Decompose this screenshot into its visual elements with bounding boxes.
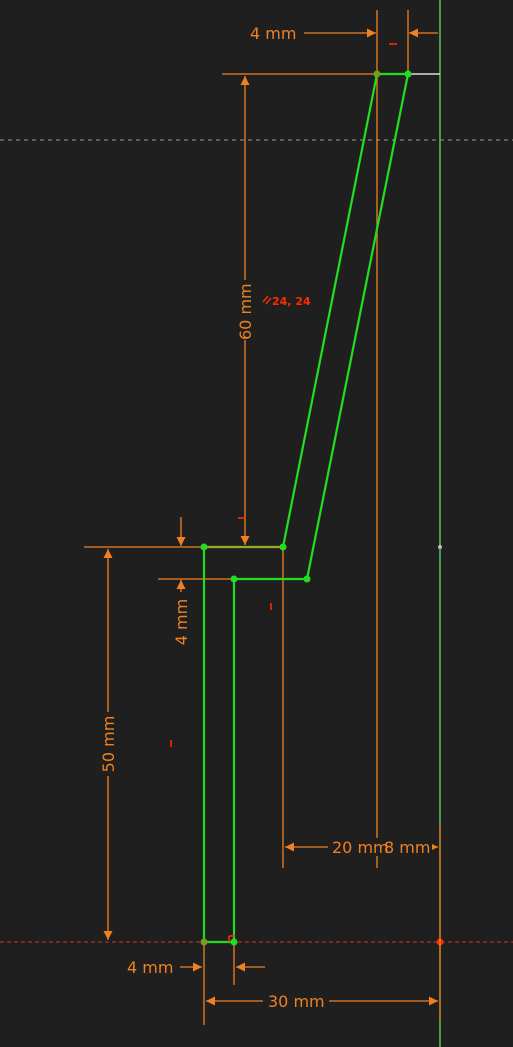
constraint-markers	[170, 43, 397, 942]
vertex[interactable]	[230, 575, 238, 583]
vertex[interactable]	[303, 575, 311, 583]
axis-point[interactable]	[438, 545, 442, 549]
sketch-vertices	[200, 70, 412, 946]
vertex[interactable]	[200, 938, 208, 946]
parallel-icon	[262, 295, 272, 305]
dim-offset-8-label[interactable]: 8 mm	[384, 838, 430, 857]
dim-bottom-width-label[interactable]: 4 mm	[127, 958, 173, 977]
outer-slant-edge[interactable]	[281, 73, 379, 548]
inner-slant-edge[interactable]	[305, 73, 410, 580]
vertex[interactable]	[373, 70, 381, 78]
dim-top-width-label[interactable]: 4 mm	[250, 24, 296, 43]
vertex[interactable]	[404, 70, 412, 78]
parallel-constraint[interactable]: 24, 24	[262, 295, 311, 308]
dim-offset-20-label[interactable]: 20 mm	[332, 838, 389, 857]
extension-lines	[84, 10, 441, 1025]
dim-step-thickness-label[interactable]: 4 mm	[172, 599, 191, 645]
dim-lower-height-label[interactable]: 50 mm	[99, 716, 118, 773]
parallel-constraint-label: 24, 24	[272, 295, 311, 308]
dim-upper-height-label[interactable]: 60 mm	[236, 283, 255, 340]
vertex[interactable]	[279, 543, 287, 551]
vertex[interactable]	[200, 543, 208, 551]
dim-total-width-label[interactable]: 30 mm	[268, 992, 325, 1011]
vertex[interactable]	[230, 938, 238, 946]
